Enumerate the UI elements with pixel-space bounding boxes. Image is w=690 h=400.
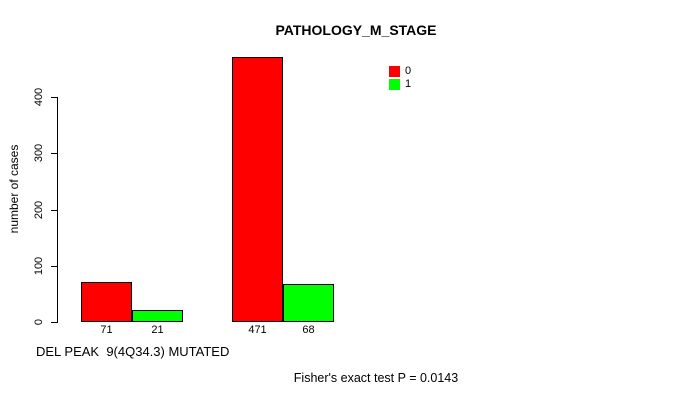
bar-value-label: 471 bbox=[248, 324, 267, 336]
chart-title: PATHOLOGY_M_STAGE bbox=[275, 22, 437, 38]
y-tick-label: 400 bbox=[33, 87, 45, 107]
bar-series-0-group-1 bbox=[232, 57, 283, 322]
bar-value-label: 71 bbox=[100, 324, 113, 336]
y-tick-label: 100 bbox=[33, 256, 45, 276]
bar-value-label: 21 bbox=[151, 324, 164, 336]
y-tick-mark bbox=[51, 210, 57, 211]
legend-item-0: 0 bbox=[389, 65, 411, 77]
chart-legend: 0 1 bbox=[389, 65, 411, 90]
legend-swatch-red bbox=[389, 65, 400, 77]
y-tick-mark bbox=[51, 97, 57, 98]
legend-label: 0 bbox=[405, 64, 412, 77]
bar-series-1-group-0 bbox=[132, 310, 183, 322]
legend-label: 1 bbox=[405, 77, 412, 90]
y-tick-mark bbox=[51, 153, 57, 154]
y-tick-mark bbox=[51, 322, 57, 323]
legend-swatch-green bbox=[389, 78, 400, 90]
y-tick-label: 0 bbox=[33, 318, 45, 326]
y-axis-line bbox=[57, 97, 58, 323]
bar-series-0-group-0 bbox=[81, 282, 132, 322]
bar-series-1-group-1 bbox=[283, 284, 334, 322]
x-axis-title: DEL PEAK 9(4Q34.3) MUTATED bbox=[36, 344, 230, 359]
y-tick-label: 200 bbox=[33, 200, 45, 220]
y-tick-mark bbox=[51, 266, 57, 267]
fisher-test-annotation: Fisher's exact test P = 0.0143 bbox=[293, 371, 459, 385]
bar-value-label: 68 bbox=[302, 324, 315, 336]
y-tick-label: 300 bbox=[33, 143, 45, 163]
legend-item-1: 1 bbox=[389, 78, 411, 90]
y-axis-title: number of cases bbox=[7, 144, 21, 234]
